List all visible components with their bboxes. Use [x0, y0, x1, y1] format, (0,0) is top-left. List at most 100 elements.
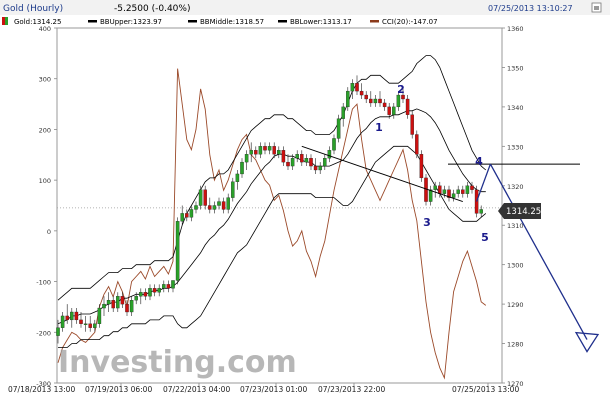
candle-body	[208, 205, 212, 210]
analysis-overlay: 1 2 3 4 5	[301, 83, 600, 353]
arrow-head-icon	[574, 331, 600, 353]
candle-body	[465, 185, 470, 194]
candle-body	[134, 296, 138, 301]
candle-body	[313, 165, 318, 171]
cci-tick-label: 400	[39, 25, 51, 33]
candle-body	[304, 158, 309, 163]
candle-body	[396, 94, 401, 108]
candle-body	[198, 189, 203, 206]
candle-body	[162, 284, 166, 289]
candle-body	[461, 189, 465, 194]
candle-body	[175, 221, 180, 281]
legend: Gold:1314.25 BBUpper:1323.97 BBMiddle:1318…	[2, 17, 438, 26]
candle-body	[346, 90, 350, 108]
line-icon	[278, 20, 287, 23]
wave-label-1: 1	[375, 121, 383, 134]
candle-body	[309, 158, 313, 167]
candle-body	[327, 150, 332, 159]
last-price-badge: 1314.25	[498, 203, 541, 219]
candle-body	[152, 288, 157, 293]
change-text: -5.2500 (-0.40%)	[114, 4, 190, 14]
time-tick-label: 07/23/2013 22:00	[318, 385, 385, 394]
candle-body	[258, 146, 263, 155]
cci-line	[57, 68, 487, 380]
price-tick-label: 1330	[507, 143, 524, 151]
legend-label-3: BBLower:1313.17	[290, 18, 352, 26]
price-tick-label: 1340	[507, 104, 524, 112]
candle-body	[272, 146, 276, 155]
candle-body	[267, 146, 272, 151]
bb-lower-line	[58, 145, 487, 348]
candle-body	[166, 284, 171, 289]
wave-label-5: 5	[481, 231, 489, 244]
cci-tick-label: 0	[47, 228, 51, 236]
line-icon	[188, 20, 197, 23]
candle-body	[129, 300, 134, 313]
candle-body	[410, 114, 414, 135]
symbol-title: Gold (Hourly)	[3, 4, 63, 14]
candle-body	[231, 181, 235, 198]
candle-body	[244, 154, 249, 163]
header-bar	[0, 0, 610, 15]
candle-body	[65, 315, 69, 321]
candle-body	[474, 189, 479, 214]
candle-body	[290, 158, 295, 167]
last-price-text: 1314.25	[506, 207, 541, 217]
candle-body	[60, 315, 65, 328]
settings-icon[interactable]	[591, 2, 602, 13]
candle-body	[226, 197, 230, 210]
datetime-text: 07/25/2013 13:10:27	[488, 4, 573, 13]
legend-label-2: BBMiddle:1318.57	[200, 18, 264, 26]
candle-body	[157, 288, 161, 293]
candle-body	[70, 311, 74, 321]
candle-body	[378, 98, 382, 104]
plot-area	[56, 27, 503, 384]
candle-body	[373, 98, 378, 104]
bb-middle-line	[57, 108, 486, 325]
candle-body	[350, 83, 355, 92]
candle-body	[249, 150, 253, 155]
axes: 1360135013401330132013101300129012801270…	[8, 25, 524, 394]
candle-body	[171, 280, 175, 289]
candle-body	[387, 106, 391, 115]
candle-body	[470, 185, 474, 190]
trend-line	[301, 145, 463, 202]
price-tick-label: 1320	[507, 183, 524, 191]
wave-label-2: 2	[397, 83, 405, 96]
time-tick-label: 07/23/2013 01:00	[240, 385, 307, 394]
candle-body	[189, 209, 194, 218]
candle-body	[286, 161, 290, 167]
cci-tick-label: 300	[39, 76, 51, 84]
candle-body	[102, 303, 106, 309]
candle-body	[217, 201, 221, 206]
projection-rise-line	[475, 163, 492, 202]
candle-body	[203, 189, 207, 206]
candle-body	[419, 154, 424, 179]
candle-body	[93, 323, 97, 328]
candle-body	[428, 189, 433, 202]
candle-body	[479, 209, 483, 214]
candle-body	[180, 213, 184, 222]
projection-arrow-line	[489, 163, 588, 340]
candle-body	[451, 193, 456, 198]
time-tick-label: 07/18/2013 13:00	[8, 385, 75, 394]
candle-body	[277, 150, 281, 155]
bollinger-bands	[57, 55, 487, 348]
candle-body	[111, 300, 115, 309]
candle-body	[88, 323, 92, 328]
candle-body	[79, 319, 83, 324]
time-tick-label: 07/19/2013 06:00	[85, 385, 152, 394]
candle-body	[212, 205, 217, 210]
candle-body	[433, 185, 437, 190]
price-tick-label: 1290	[507, 301, 524, 309]
candle-icon	[2, 17, 5, 25]
candle-body	[341, 106, 345, 119]
candle-body	[336, 118, 341, 139]
candle-body	[442, 189, 447, 194]
candle-body	[83, 323, 88, 325]
candle-body	[332, 138, 336, 151]
candles	[56, 75, 483, 344]
candle-body	[415, 134, 419, 155]
